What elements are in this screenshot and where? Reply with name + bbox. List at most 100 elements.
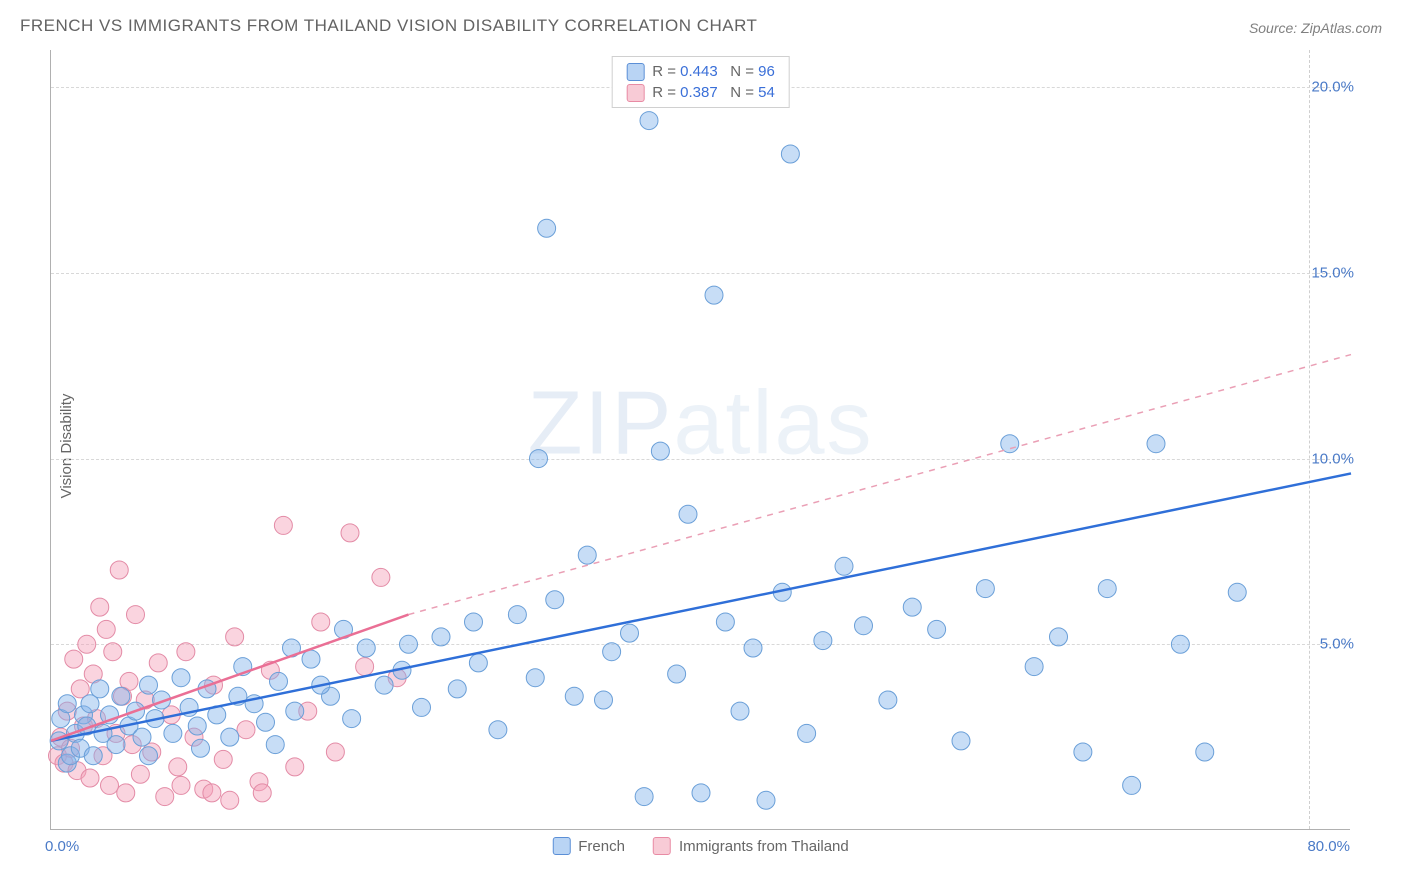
data-point xyxy=(835,557,853,575)
data-point xyxy=(266,736,284,754)
data-point xyxy=(928,620,946,638)
data-point xyxy=(879,691,897,709)
data-point xyxy=(341,524,359,542)
data-point xyxy=(286,702,304,720)
data-point xyxy=(692,784,710,802)
data-point xyxy=(668,665,686,683)
data-point xyxy=(127,606,145,624)
data-point xyxy=(508,606,526,624)
data-point xyxy=(203,784,221,802)
data-point xyxy=(640,112,658,130)
data-point xyxy=(1171,635,1189,653)
legend-swatch xyxy=(626,84,644,102)
source-attribution: Source: ZipAtlas.com xyxy=(1249,20,1382,36)
data-point xyxy=(621,624,639,642)
data-point xyxy=(546,591,564,609)
stats-legend-row: R = 0.387 N = 54 xyxy=(626,82,775,103)
trend-line-thailand-extrapolated xyxy=(409,355,1352,615)
data-point xyxy=(156,788,174,806)
stats-legend: R = 0.443 N = 96R = 0.387 N = 54 xyxy=(611,56,790,108)
data-point xyxy=(81,769,99,787)
data-point xyxy=(253,784,271,802)
data-point xyxy=(375,676,393,694)
legend-swatch xyxy=(653,837,671,855)
series-legend-item: Immigrants from Thailand xyxy=(653,837,849,855)
data-point xyxy=(716,613,734,631)
data-point xyxy=(400,635,418,653)
data-point xyxy=(357,639,375,657)
data-point xyxy=(1074,743,1092,761)
data-point xyxy=(140,676,158,694)
data-point xyxy=(469,654,487,672)
data-point xyxy=(188,717,206,735)
data-point xyxy=(679,505,697,523)
data-point xyxy=(221,728,239,746)
data-point xyxy=(465,613,483,631)
correlation-chart: FRENCH VS IMMIGRANTS FROM THAILAND VISIO… xyxy=(0,0,1406,892)
data-point xyxy=(140,747,158,765)
data-point xyxy=(257,713,275,731)
data-point xyxy=(214,750,232,768)
data-point xyxy=(413,698,431,716)
data-point xyxy=(177,643,195,661)
data-point xyxy=(489,721,507,739)
data-point xyxy=(432,628,450,646)
data-point xyxy=(1196,743,1214,761)
data-point xyxy=(343,710,361,728)
data-point xyxy=(1123,776,1141,794)
data-point xyxy=(603,643,621,661)
data-point xyxy=(781,145,799,163)
chart-title: FRENCH VS IMMIGRANTS FROM THAILAND VISIO… xyxy=(20,16,757,36)
data-point xyxy=(952,732,970,750)
data-point xyxy=(172,776,190,794)
data-point xyxy=(312,613,330,631)
data-point xyxy=(372,568,390,586)
legend-stats-text: R = 0.387 N = 54 xyxy=(652,82,775,103)
data-point xyxy=(192,739,210,757)
data-point xyxy=(237,721,255,739)
data-point xyxy=(117,784,135,802)
data-point xyxy=(101,776,119,794)
data-point xyxy=(133,728,151,746)
data-point xyxy=(448,680,466,698)
data-point xyxy=(131,765,149,783)
data-point xyxy=(97,620,115,638)
data-point xyxy=(1025,658,1043,676)
data-point xyxy=(164,724,182,742)
data-point xyxy=(578,546,596,564)
series-legend: French Immigrants from Thailand xyxy=(552,837,848,855)
stats-legend-row: R = 0.443 N = 96 xyxy=(626,61,775,82)
data-point xyxy=(757,791,775,809)
data-point xyxy=(172,669,190,687)
data-point xyxy=(112,687,130,705)
data-point xyxy=(326,743,344,761)
data-point xyxy=(91,598,109,616)
data-point xyxy=(731,702,749,720)
data-point xyxy=(356,658,374,676)
legend-swatch xyxy=(626,63,644,81)
legend-label: French xyxy=(578,838,625,855)
data-point xyxy=(274,516,292,534)
data-point xyxy=(1098,580,1116,598)
data-point xyxy=(84,747,102,765)
data-point xyxy=(814,632,832,650)
data-point xyxy=(58,695,76,713)
data-point xyxy=(1147,435,1165,453)
data-point xyxy=(270,672,288,690)
legend-swatch xyxy=(552,837,570,855)
data-point xyxy=(1050,628,1068,646)
data-point xyxy=(976,580,994,598)
plot-area: ZIPatlas 5.0%10.0%15.0%20.0% R = 0.443 N… xyxy=(50,50,1350,830)
data-point xyxy=(635,788,653,806)
data-point xyxy=(65,650,83,668)
data-point xyxy=(302,650,320,668)
data-point xyxy=(705,286,723,304)
data-point xyxy=(798,724,816,742)
data-point xyxy=(526,669,544,687)
data-point xyxy=(651,442,669,460)
plot-svg xyxy=(51,50,1350,829)
legend-stats-text: R = 0.443 N = 96 xyxy=(652,61,775,82)
data-point xyxy=(595,691,613,709)
data-point xyxy=(91,680,109,698)
data-point xyxy=(107,736,125,754)
